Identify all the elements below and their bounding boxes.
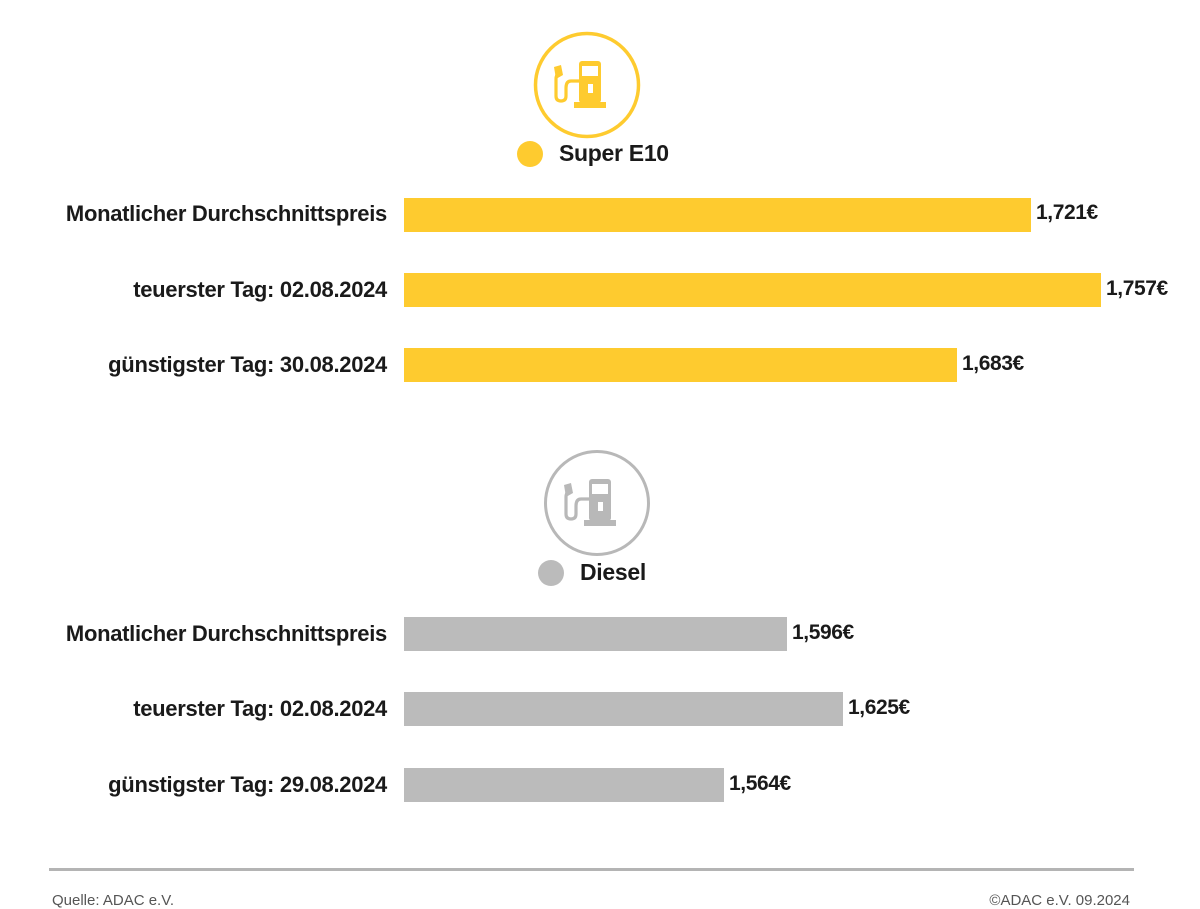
diesel-category-label: günstigster Tag: 29.08.2024 <box>108 772 387 797</box>
super-e10-legend-dot <box>517 140 543 167</box>
source-note: Quelle: ADAC e.V. <box>52 892 175 909</box>
super-e10-category-label: teuerster Tag: 02.08.2024 <box>133 277 387 302</box>
diesel-value-label: 1,596€ <box>792 621 854 644</box>
diesel-value-label: 1,564€ <box>729 772 791 795</box>
super-e10-legend-label: Super E10 <box>559 140 669 166</box>
super-e10-value-label: 1,683€ <box>962 352 1024 375</box>
diesel-fuel-pump-icon <box>543 449 651 557</box>
super-e10-value-label: 1,721€ <box>1036 201 1098 224</box>
super-e10-bar <box>404 198 1031 232</box>
footer-divider <box>49 868 1134 871</box>
super-e10-bar <box>404 273 1101 307</box>
copyright-note: ©ADAC e.V. 09.2024 <box>989 892 1130 909</box>
super-e10-category-label: Monatlicher Durchschnittspreis <box>65 201 387 226</box>
super-e10-category-label: günstigster Tag: 30.08.2024 <box>108 352 387 377</box>
diesel-legend-label: Diesel <box>580 559 646 585</box>
diesel-legend: Diesel <box>538 559 646 586</box>
diesel-bar <box>404 692 843 726</box>
diesel-category-label: Monatlicher Durchschnittspreis <box>65 621 387 646</box>
super-e10-bar <box>404 348 957 382</box>
super-e10-value-label: 1,757€ <box>1106 277 1168 300</box>
diesel-legend-dot <box>538 559 564 586</box>
diesel-bar <box>404 617 787 651</box>
super-e10-legend: Super E10 <box>517 140 669 167</box>
diesel-category-label: teuerster Tag: 02.08.2024 <box>133 696 387 721</box>
diesel-bar <box>404 768 724 802</box>
super-e10-fuel-pump-icon <box>533 31 641 139</box>
diesel-value-label: 1,625€ <box>848 696 910 719</box>
